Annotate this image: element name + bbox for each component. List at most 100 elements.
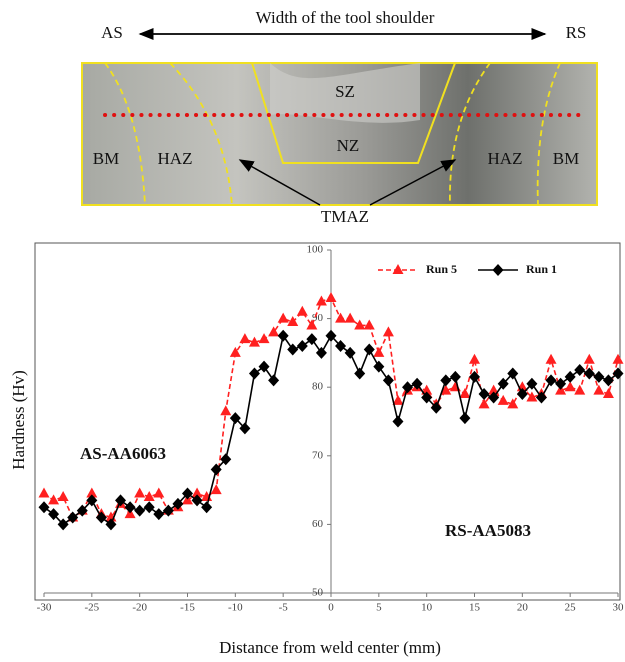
point (459, 412, 471, 425)
point (210, 463, 222, 476)
point (57, 518, 69, 531)
point (191, 494, 203, 507)
x-tick-label: 25 (565, 602, 577, 614)
point (469, 353, 480, 364)
point (277, 312, 289, 323)
point (143, 490, 155, 501)
label: TMAZ (321, 207, 369, 226)
x-tick-label: 5 (376, 602, 382, 614)
point (545, 374, 557, 387)
arrow (238, 159, 321, 206)
x-tick-label: -25 (84, 602, 99, 614)
annotation: RS-AA5083 (445, 521, 531, 540)
point (67, 511, 79, 524)
point (153, 508, 165, 521)
plot-frame (34, 242, 621, 601)
point (258, 333, 270, 344)
point (402, 381, 414, 394)
point (612, 353, 624, 364)
point (124, 501, 136, 514)
x-tick-label: 0 (328, 602, 334, 614)
point (602, 374, 614, 387)
point (535, 391, 547, 404)
point (469, 370, 480, 383)
point (143, 501, 155, 514)
point (172, 497, 184, 510)
point (182, 487, 193, 500)
point (555, 377, 567, 390)
tmaz-boundary (251, 62, 456, 164)
point (210, 484, 222, 495)
point (488, 384, 500, 395)
point (516, 388, 528, 401)
point (306, 319, 318, 330)
point (38, 487, 50, 498)
zone-label: BM (553, 149, 579, 168)
point (335, 312, 347, 323)
x-tick-label: -10 (228, 602, 243, 614)
point (344, 312, 356, 323)
point (95, 511, 107, 524)
point (363, 319, 375, 330)
x-tick-label: -30 (37, 602, 52, 614)
zone-label: HAZ (158, 149, 193, 168)
x-tick-label: -20 (132, 602, 147, 614)
point (315, 346, 327, 359)
point (354, 319, 366, 330)
point (268, 326, 280, 337)
zone-label: BM (93, 149, 119, 168)
point (593, 384, 605, 395)
y-tick-label: 100 (307, 244, 324, 256)
point (220, 405, 232, 416)
point (382, 326, 394, 337)
point (162, 504, 174, 517)
point (459, 388, 471, 399)
point (115, 494, 127, 507)
point (48, 494, 60, 505)
point (497, 377, 509, 390)
point (564, 381, 576, 392)
point (373, 346, 385, 357)
point (268, 374, 280, 387)
point (392, 394, 404, 405)
label: RS (566, 23, 587, 42)
point (593, 370, 605, 383)
x-tick-label: 10 (421, 602, 433, 614)
point (440, 374, 452, 387)
point (344, 346, 356, 359)
point (421, 384, 433, 395)
point (134, 487, 146, 498)
point (239, 333, 251, 344)
y-axis-label: Hardness (Hv) (9, 370, 28, 470)
legend-label: Run 5 (426, 262, 457, 276)
point (335, 340, 347, 353)
x-tick-label: 20 (517, 602, 529, 614)
point (507, 367, 519, 380)
point (430, 401, 442, 414)
y-tick-label: 60 (312, 518, 324, 530)
point (86, 487, 98, 498)
zone-label: SZ (335, 82, 355, 101)
point (48, 508, 60, 521)
macrograph: AS Width of the tool shoulder RS SZ NZ B… (81, 8, 598, 226)
point (287, 316, 299, 327)
point (411, 377, 423, 390)
point (449, 370, 461, 383)
point (421, 391, 433, 404)
point (478, 398, 490, 409)
point (38, 501, 50, 514)
zone-label: NZ (337, 136, 360, 155)
y-tick-label: 80 (312, 381, 324, 393)
x-axis-label: Distance from weld center (mm) (219, 638, 441, 657)
legend-marker (492, 264, 504, 276)
x-tick-label: -5 (279, 602, 289, 614)
x-tick-label: -15 (180, 602, 195, 614)
point (526, 377, 538, 390)
point (201, 501, 213, 514)
point (583, 353, 595, 364)
point (220, 453, 232, 466)
point (306, 333, 318, 346)
x-tick-label: 30 (613, 602, 625, 614)
legend-marker (392, 264, 404, 274)
label: Width of the tool shoulder (256, 8, 435, 27)
